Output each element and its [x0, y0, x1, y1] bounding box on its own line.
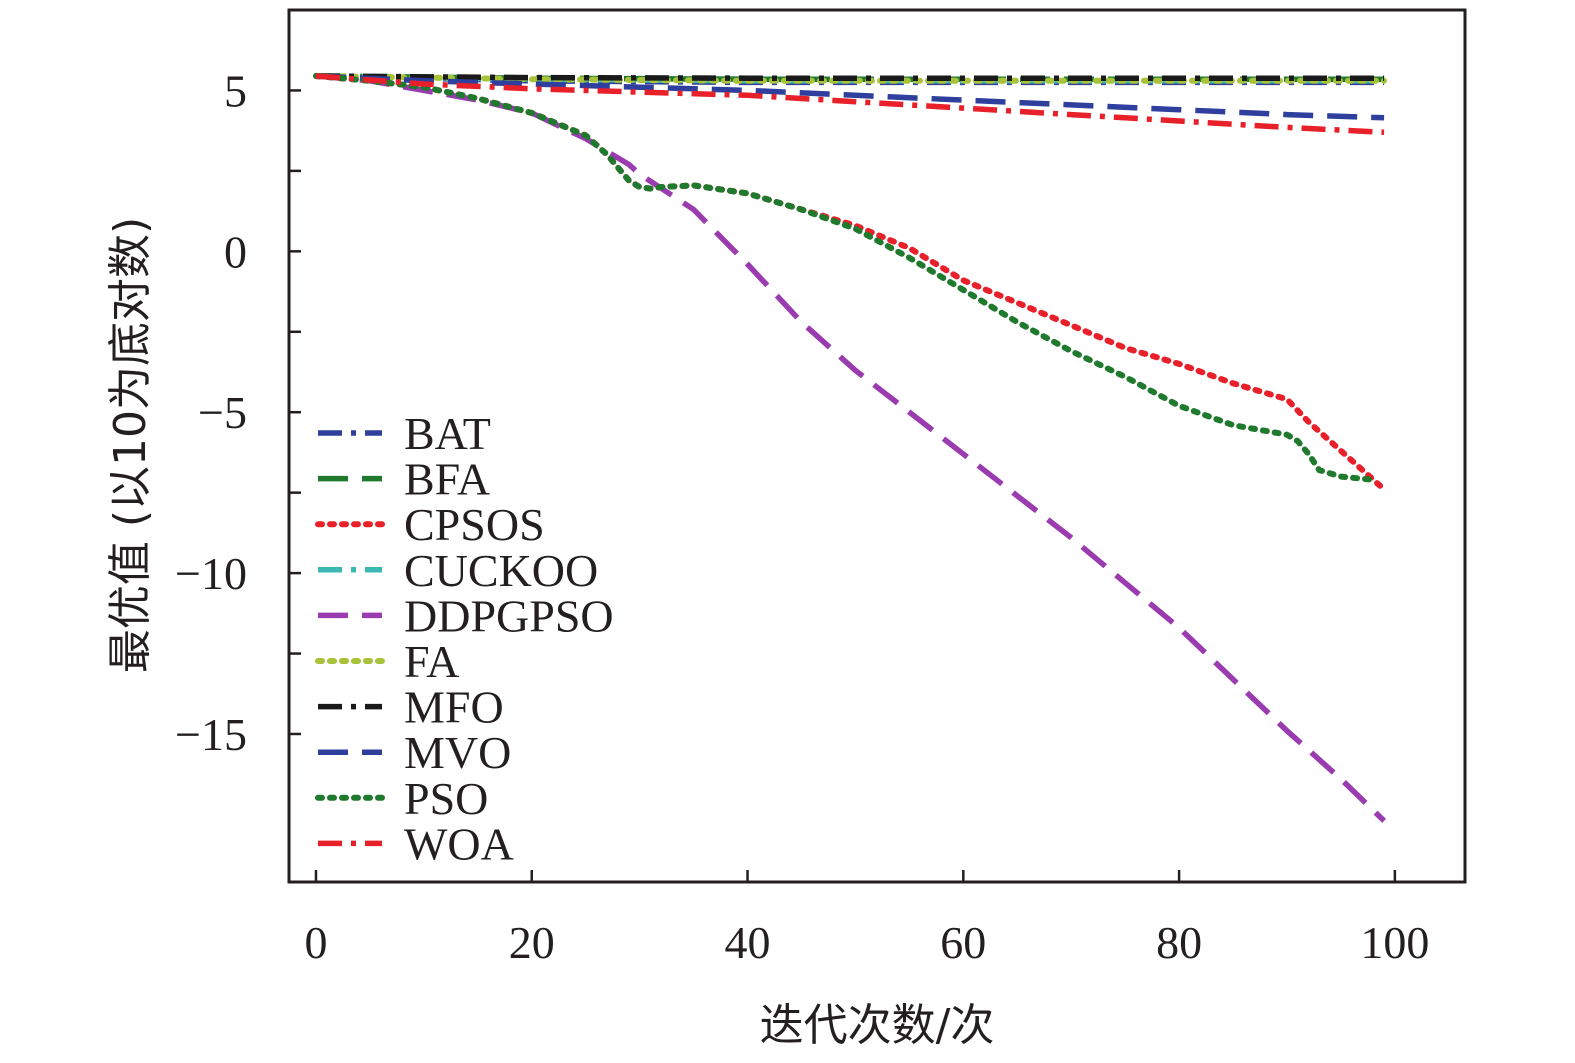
legend-label: PSO	[404, 773, 488, 824]
x-tick-label: 0	[304, 917, 327, 968]
y-tick-label: 0	[224, 226, 247, 277]
series-line-ddpgpso	[315, 73, 1387, 823]
legend-label: MFO	[404, 682, 504, 733]
legend-label: FA	[404, 636, 459, 687]
y-tick-label: −5	[198, 387, 247, 438]
x-tick-label: 80	[1156, 917, 1202, 968]
x-tick-label: 100	[1360, 917, 1429, 968]
legend-item-woa: WOA	[318, 818, 514, 869]
legend-label: BFA	[404, 454, 490, 505]
x-axis-title: 迭代次数/次	[760, 1000, 995, 1051]
legend-item-cuckoo: CUCKOO	[318, 545, 598, 596]
series-layer	[313, 73, 1388, 823]
legend-label: WOA	[404, 818, 514, 869]
ticks-layer: 0 20 40 60 80 100 5 0 −5 −10 −15	[175, 65, 1429, 968]
y-tick-label: −10	[175, 548, 247, 599]
series-line-mfo	[315, 73, 1385, 81]
legend-label: BAT	[404, 408, 491, 459]
legend-item-ddpgpso: DDPGPSO	[318, 590, 614, 641]
legend-item-mfo: MFO	[318, 682, 504, 733]
legend-label: MVO	[404, 727, 511, 778]
legend-item-pso: PSO	[315, 773, 488, 824]
series-line-mvo	[315, 73, 1385, 121]
y-tick-label: −15	[175, 709, 247, 760]
legend-label: DDPGPSO	[404, 590, 614, 641]
legend-item-mvo: MVO	[318, 727, 511, 778]
legend-item-bfa: BFA	[318, 454, 490, 505]
legend-label: CUCKOO	[404, 545, 598, 596]
x-tick-label: 60	[940, 917, 986, 968]
plot-frame	[287, 8, 1467, 884]
x-tick-label: 20	[509, 917, 555, 968]
series-line-pso	[313, 73, 1377, 483]
legend-label: CPSOS	[404, 499, 545, 550]
legend-item-bat: BAT	[318, 408, 491, 459]
legend-item-fa: FA	[315, 636, 459, 687]
y-axis-title: 最优值 (以10为底对数)	[105, 217, 156, 673]
x-tick-label: 40	[725, 917, 771, 968]
series-line-woa	[315, 73, 1385, 136]
y-tick-label: 5	[224, 65, 247, 116]
legend-item-cpsos: CPSOS	[315, 499, 545, 550]
